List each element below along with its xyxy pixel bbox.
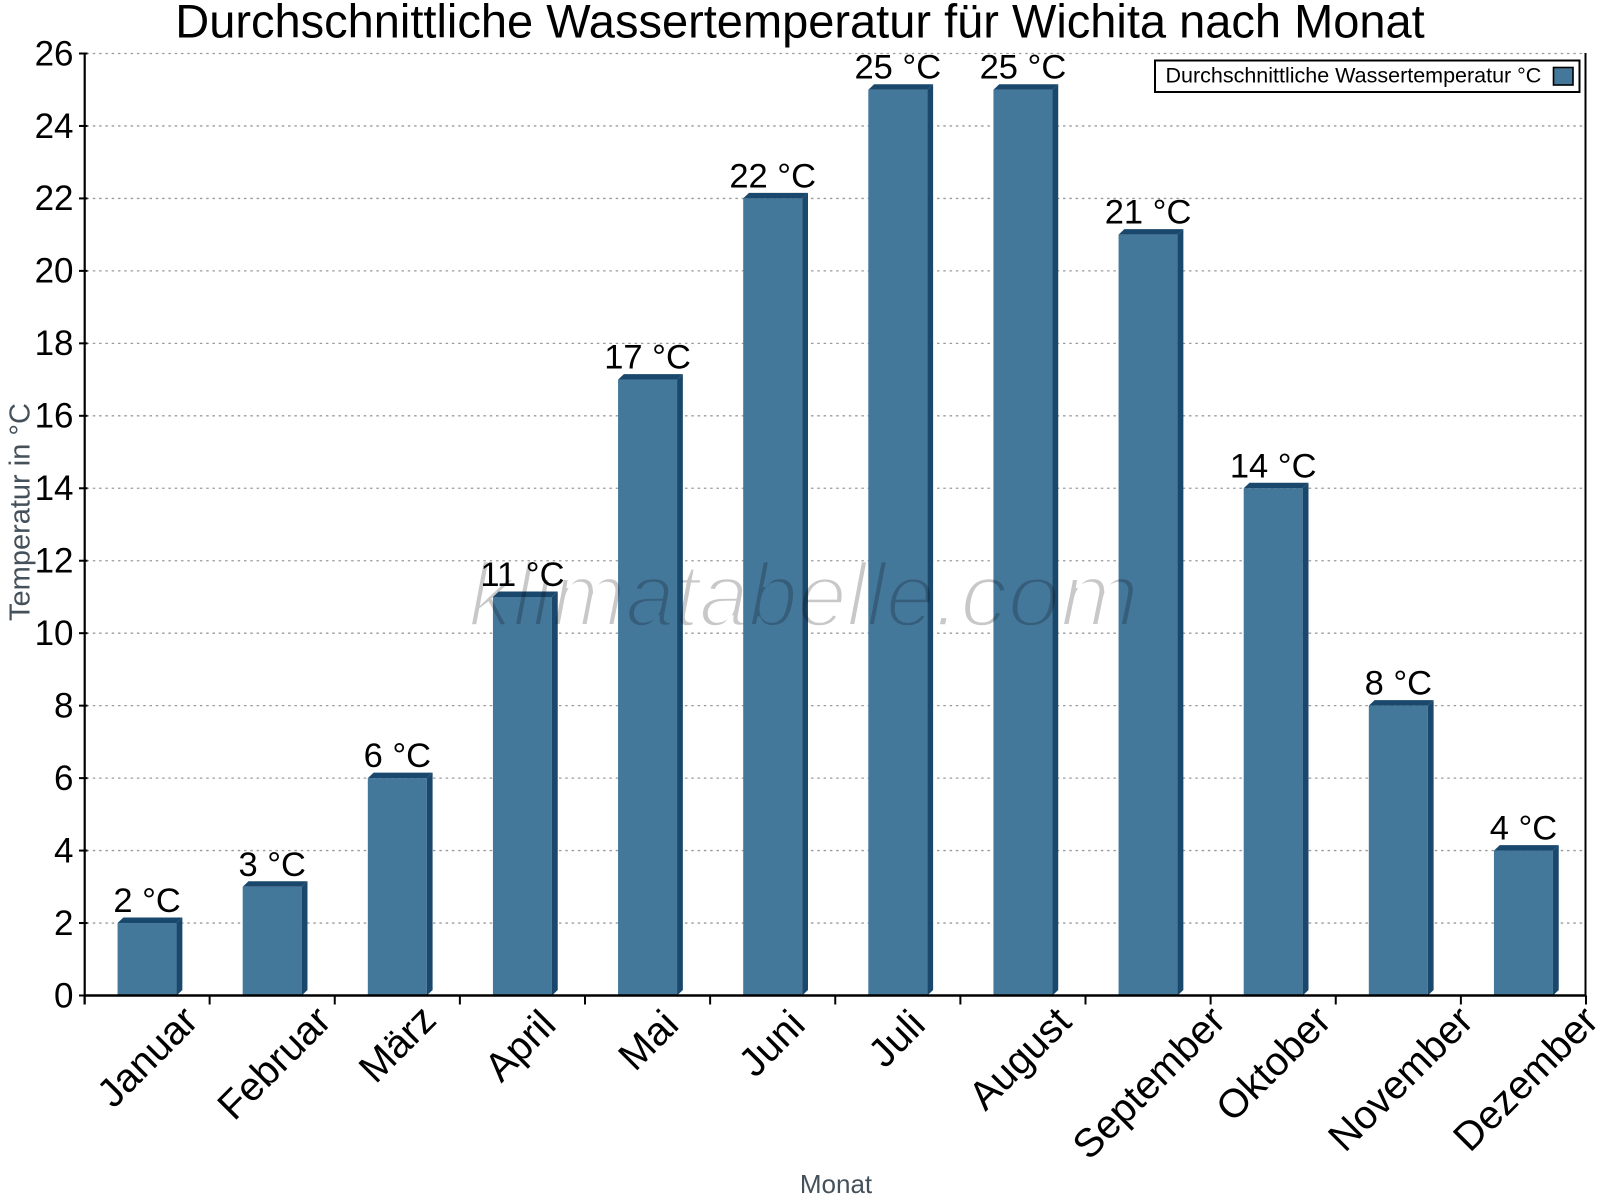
svg-text:2: 2 [54, 904, 73, 943]
svg-text:3 °C: 3 °C [238, 846, 305, 884]
svg-text:Durchschnittliche Wassertemper: Durchschnittliche Wassertemperatur °C [1166, 64, 1542, 88]
svg-text:0: 0 [54, 976, 73, 1015]
svg-text:26: 26 [35, 34, 74, 73]
svg-text:24: 24 [35, 107, 74, 146]
svg-text:25 °C: 25 °C [980, 49, 1067, 87]
svg-text:12: 12 [35, 542, 74, 581]
svg-text:2 °C: 2 °C [113, 882, 180, 920]
svg-text:4 °C: 4 °C [1490, 810, 1557, 848]
svg-text:Temperatur in °C: Temperatur in °C [5, 403, 37, 621]
svg-text:18: 18 [35, 324, 74, 363]
svg-text:.com: .com [934, 546, 1139, 646]
svg-text:6 °C: 6 °C [364, 737, 431, 775]
svg-text:25 °C: 25 °C [854, 49, 941, 87]
svg-text:Monat: Monat [800, 1169, 873, 1199]
svg-text:11 °C: 11 °C [480, 556, 564, 594]
svg-text:17 °C: 17 °C [604, 339, 691, 377]
svg-text:14: 14 [35, 469, 74, 508]
svg-text:20: 20 [35, 252, 74, 291]
svg-text:16: 16 [35, 397, 74, 436]
svg-text:klimatabelle: klimatabelle [469, 546, 936, 646]
svg-text:8 °C: 8 °C [1365, 665, 1432, 703]
svg-text:8: 8 [54, 686, 73, 725]
svg-text:4: 4 [54, 831, 73, 870]
svg-text:22: 22 [35, 179, 74, 218]
svg-text:22 °C: 22 °C [729, 157, 816, 195]
svg-text:6: 6 [54, 759, 73, 798]
svg-text:10: 10 [35, 614, 74, 653]
svg-text:21 °C: 21 °C [1105, 194, 1192, 232]
svg-text:14 °C: 14 °C [1230, 447, 1317, 485]
svg-text:Durchschnittliche Wassertemper: Durchschnittliche Wassertemperatur für W… [175, 0, 1424, 48]
